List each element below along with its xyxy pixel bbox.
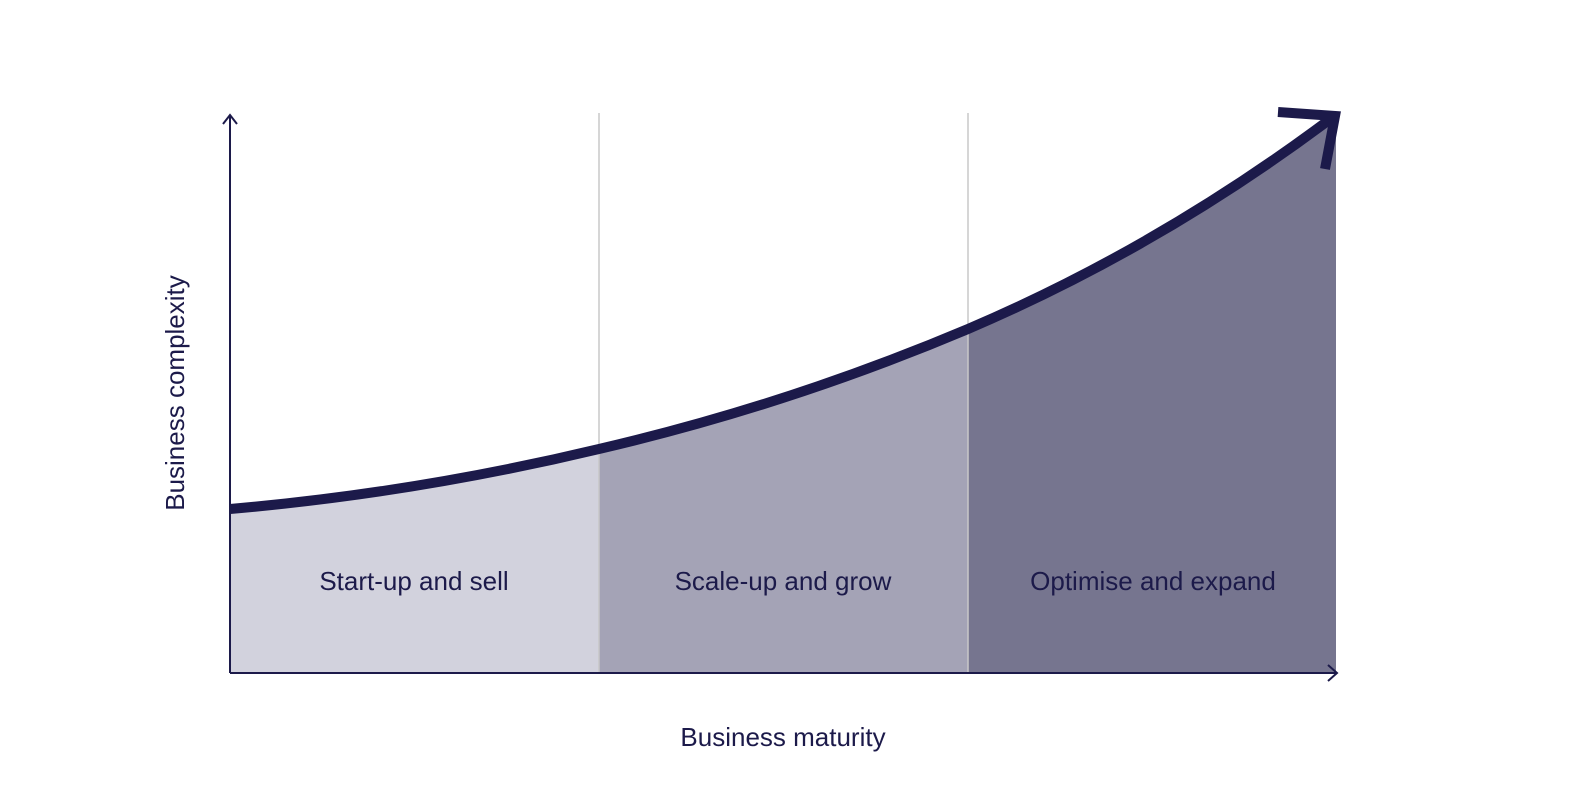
growth-curve-arrowhead (1277, 107, 1341, 170)
axes (222, 113, 1339, 682)
x-axis-arrowhead (1327, 664, 1339, 682)
stage-label-start-up: Start-up and sell (319, 566, 508, 596)
y-axis-arrowhead (222, 113, 238, 125)
stage-area-optimise (968, 115, 1336, 673)
y-axis-label: Business complexity (160, 275, 190, 511)
stage-label-scale-up: Scale-up and grow (675, 566, 892, 596)
x-axis-label: Business maturity (680, 722, 885, 752)
stage-area-scale-up (599, 329, 968, 673)
growth-curve (229, 113, 1337, 514)
stage-area-start-up (230, 449, 599, 673)
stage-label-optimise: Optimise and expand (1030, 566, 1276, 596)
